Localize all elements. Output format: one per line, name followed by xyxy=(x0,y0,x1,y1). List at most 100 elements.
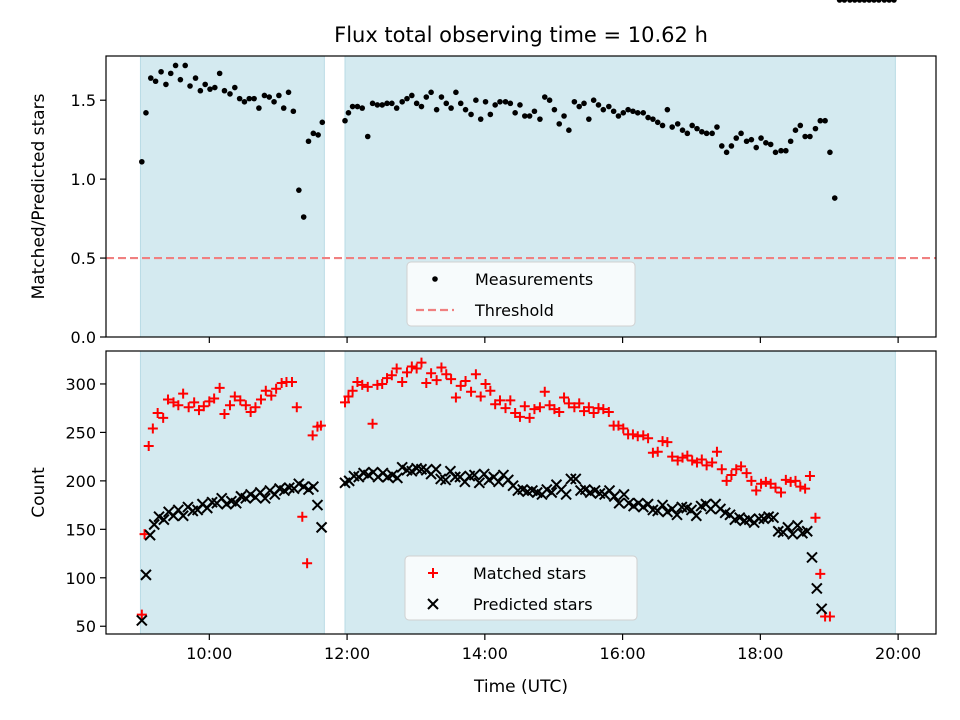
y-tick-label: 0.0 xyxy=(71,328,96,347)
data-point xyxy=(531,108,538,115)
data-point xyxy=(608,490,621,503)
data-point xyxy=(466,386,477,397)
data-point xyxy=(468,111,474,118)
data-point xyxy=(397,377,408,388)
data-point xyxy=(349,103,356,110)
data-point xyxy=(519,401,530,412)
data-point xyxy=(271,383,282,394)
data-point xyxy=(776,487,787,498)
data-point xyxy=(492,102,498,108)
data-point xyxy=(714,124,720,130)
data-point xyxy=(682,450,693,461)
data-point xyxy=(342,117,348,124)
y-tick-label: 250 xyxy=(65,423,96,442)
data-point xyxy=(662,437,673,448)
data-point xyxy=(302,558,313,569)
ratio-panel: 0.0 0.5 1.0 1.5 Matched/Predicted stars Measu… xyxy=(29,0,937,347)
data-point xyxy=(177,76,184,83)
data-point xyxy=(634,110,641,116)
data-point xyxy=(260,385,271,396)
data-point xyxy=(384,100,390,107)
legend-box xyxy=(404,555,638,621)
data-point xyxy=(618,423,629,434)
data-point xyxy=(421,377,432,388)
data-point xyxy=(502,98,509,105)
x-tick-label: 12:00 xyxy=(324,644,370,663)
plot-frame xyxy=(105,350,937,635)
data-point xyxy=(307,430,318,441)
data-point xyxy=(583,402,594,413)
data-point xyxy=(207,86,213,92)
data-point xyxy=(760,476,771,487)
data-point xyxy=(450,392,461,403)
observing-window-1 xyxy=(140,56,325,337)
data-point xyxy=(230,497,242,509)
data-point xyxy=(189,397,200,408)
data-point xyxy=(460,376,471,387)
data-point xyxy=(446,374,457,385)
data-point xyxy=(728,143,735,149)
data-point xyxy=(534,402,545,413)
data-point xyxy=(152,78,159,85)
data-point xyxy=(423,94,430,100)
data-point xyxy=(311,499,324,511)
data-point xyxy=(389,100,395,107)
data-point xyxy=(374,102,381,108)
data-point xyxy=(162,394,173,405)
data-point xyxy=(319,119,326,126)
data-point xyxy=(861,0,868,3)
data-point xyxy=(229,391,240,402)
data-point xyxy=(426,368,437,379)
data-point xyxy=(603,407,614,418)
data-point xyxy=(449,471,461,483)
data-point xyxy=(800,483,811,494)
data-point xyxy=(418,103,425,110)
data-point xyxy=(448,105,454,111)
data-point xyxy=(393,105,400,111)
y-tick-label: 0.5 xyxy=(71,249,96,268)
data-point xyxy=(537,116,543,122)
data-point xyxy=(391,363,402,374)
data-point xyxy=(402,367,413,378)
data-point xyxy=(709,130,715,137)
data-point xyxy=(250,402,261,413)
data-point xyxy=(806,551,818,564)
data-point xyxy=(811,582,823,595)
data-point xyxy=(182,62,189,69)
data-point xyxy=(377,378,388,389)
data-point xyxy=(802,133,808,140)
data-point xyxy=(770,482,781,493)
data-point xyxy=(590,97,597,104)
data-point xyxy=(285,89,292,96)
data-point xyxy=(305,138,312,145)
data-point xyxy=(202,81,208,88)
y-tick-label: 1.0 xyxy=(71,170,96,189)
data-point xyxy=(307,480,320,493)
data-point xyxy=(227,91,233,97)
data-point xyxy=(783,147,789,154)
x-tick-label: 18:00 xyxy=(737,644,783,663)
data-point xyxy=(216,70,223,77)
data-point xyxy=(526,113,533,119)
y-tick-label: 150 xyxy=(65,520,96,539)
data-point xyxy=(664,106,671,113)
data-point xyxy=(433,106,440,113)
x-tick-label: 14:00 xyxy=(462,644,508,663)
data-point xyxy=(413,100,420,107)
data-point xyxy=(232,84,238,91)
data-point xyxy=(576,103,583,110)
data-point xyxy=(209,393,220,404)
data-point xyxy=(259,492,271,505)
data-point xyxy=(462,106,469,113)
data-point xyxy=(261,92,268,99)
data-point xyxy=(158,513,170,526)
data-point xyxy=(136,614,148,627)
chart-title: Flux total observing time = 10.62 h xyxy=(334,23,708,47)
data-point xyxy=(563,398,574,409)
data-point xyxy=(574,398,585,409)
data-point xyxy=(148,518,160,531)
data-point xyxy=(610,108,617,115)
data-point xyxy=(831,195,838,201)
data-point xyxy=(718,143,725,149)
